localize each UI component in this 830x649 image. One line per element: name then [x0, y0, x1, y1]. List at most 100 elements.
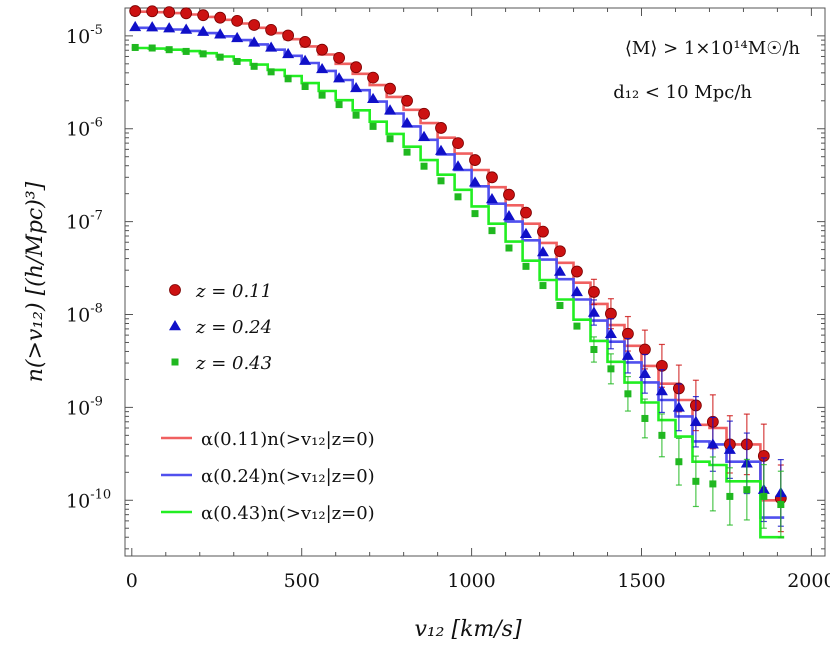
data-point-square [488, 227, 496, 235]
data-point-triangle [299, 54, 312, 65]
y-tick-label: 10-7 [66, 209, 103, 234]
data-point-triangle [333, 72, 346, 83]
step-line-α(0.43)n(>v₁₂|z=0) [131, 46, 785, 539]
data-point-triangle [485, 193, 498, 204]
data-point-square [199, 50, 207, 58]
legend-marker-circle [169, 284, 181, 296]
data-point-circle [282, 29, 295, 42]
data-point-circle [197, 9, 210, 22]
x-tick-label: 0 [126, 570, 138, 592]
data-point-circle [486, 171, 498, 184]
data-point-square [131, 43, 139, 51]
legend-marker-triangle [169, 320, 181, 331]
annotation-mass-cut: ⟨M⟩ > 1×10¹⁴M☉/h [625, 38, 801, 59]
data-point-square [777, 501, 785, 509]
data-point-circle [622, 327, 634, 340]
data-point-triangle [604, 327, 617, 338]
x-tick-label: 1000 [447, 570, 495, 592]
data-point-square [607, 365, 615, 373]
data-point-square [624, 390, 632, 398]
data-point-triangle [248, 36, 261, 47]
data-point-triangle [180, 23, 193, 34]
legend: z = 0.11 z = 0.24 z = 0.43 α(0.11)n(>v₁₂|z=… [161, 281, 375, 524]
data-point-square [267, 68, 275, 76]
y-tick-label: 10-8 [66, 302, 103, 327]
data-point-square [250, 62, 258, 70]
data-point-triangle [672, 401, 685, 412]
data-point-circle [588, 286, 600, 298]
data-point-triangle [316, 62, 329, 74]
data-point-triangle [706, 438, 719, 449]
data-point-triangle [553, 265, 566, 276]
data-point-triangle [655, 385, 668, 396]
data-point-triangle [231, 31, 244, 43]
plot-frame [124, 7, 826, 557]
data-point-triangle [435, 144, 448, 155]
data-point-triangle [197, 25, 210, 36]
data-point-square [539, 282, 547, 290]
data-point-triangle [367, 92, 380, 104]
data-point-circle [350, 61, 362, 74]
data-point-triangle [418, 130, 431, 141]
y-axis-title: n(>v₁₂) [(h/Mpc)³] [23, 181, 48, 382]
data-point-square [284, 75, 292, 83]
data-point-square [352, 111, 360, 119]
data-point-circle [520, 206, 532, 219]
legend-label: α(0.43)n(>v₁₂|z=0) [201, 503, 375, 524]
data-point-square [216, 53, 224, 61]
data-point-circle [469, 154, 481, 166]
data-point-square [522, 262, 530, 270]
legend-marker-square [171, 358, 179, 366]
data-point-triangle [638, 367, 651, 378]
data-point-square [743, 486, 751, 494]
data-point-square [692, 477, 700, 485]
x-tick-labels: 0 500 1000 1500 2000 [126, 570, 830, 592]
data-point-square [233, 57, 241, 65]
annotation-distance-cut: d₁₂ < 10 Mpc/h [613, 82, 752, 103]
y-tick-label: 10-9 [66, 394, 103, 419]
legend-label: z = 0.11 [195, 281, 272, 302]
data-point-triangle [570, 285, 583, 297]
legend-label: α(0.11)n(>v₁₂|z=0) [201, 429, 375, 450]
data-point-triangle [452, 160, 465, 171]
data-point-triangle [282, 47, 295, 59]
data-point-circle [605, 307, 617, 320]
y-tick-label: 10-6 [66, 116, 103, 141]
legend-label: z = 0.43 [195, 353, 272, 374]
data-point-triangle [265, 41, 278, 52]
data-point-circle [299, 36, 311, 48]
data-point-circle [214, 11, 227, 24]
data-point-circle [554, 245, 566, 258]
data-points [129, 5, 787, 539]
x-tick-label: 500 [284, 570, 320, 592]
data-point-circle [248, 19, 261, 31]
data-point-circle [129, 5, 142, 17]
data-point-circle [537, 225, 549, 238]
data-point-square [148, 44, 156, 52]
data-point-square [573, 322, 581, 330]
data-point-square [641, 414, 649, 422]
data-point-square [454, 193, 462, 201]
data-point-square [182, 47, 190, 55]
data-point-square [369, 122, 377, 130]
data-point-circle [401, 94, 413, 107]
data-point-square [556, 302, 564, 310]
data-point-triangle [723, 443, 736, 454]
x-axis-title: v₁₂ [km/s] [414, 617, 522, 642]
data-point-circle [435, 122, 447, 134]
data-point-triangle [689, 415, 702, 426]
data-point-square [437, 177, 445, 185]
data-point-square [505, 244, 513, 252]
data-point-square [403, 148, 411, 156]
data-point-triangle [536, 246, 549, 257]
data-point-triangle [621, 349, 634, 360]
data-point-square [335, 101, 343, 109]
data-point-circle [639, 343, 651, 356]
data-point-triangle [129, 20, 142, 32]
data-point-circle [231, 14, 244, 27]
data-point-circle [418, 107, 430, 120]
data-point-square [420, 162, 428, 170]
y-tick-label: 10-5 [66, 23, 103, 48]
data-point-square [760, 492, 768, 500]
x-tick-label: 1500 [617, 570, 665, 592]
